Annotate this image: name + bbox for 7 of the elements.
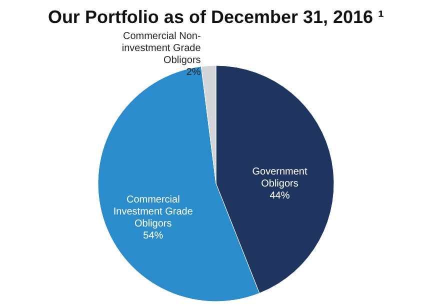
slice-label: Commercial Investment Grade Obligors [113,194,194,230]
slice-label: Government Obligors [252,166,308,190]
data-label: 54% [143,230,164,242]
data-label: 44% [270,190,290,202]
slice-label: Commercial Non-investment Grade Obligors [122,30,202,66]
data-label: 2% [186,66,201,78]
chart-title: Our Portfolio as of December 31, 2016 ¹ [48,6,384,27]
